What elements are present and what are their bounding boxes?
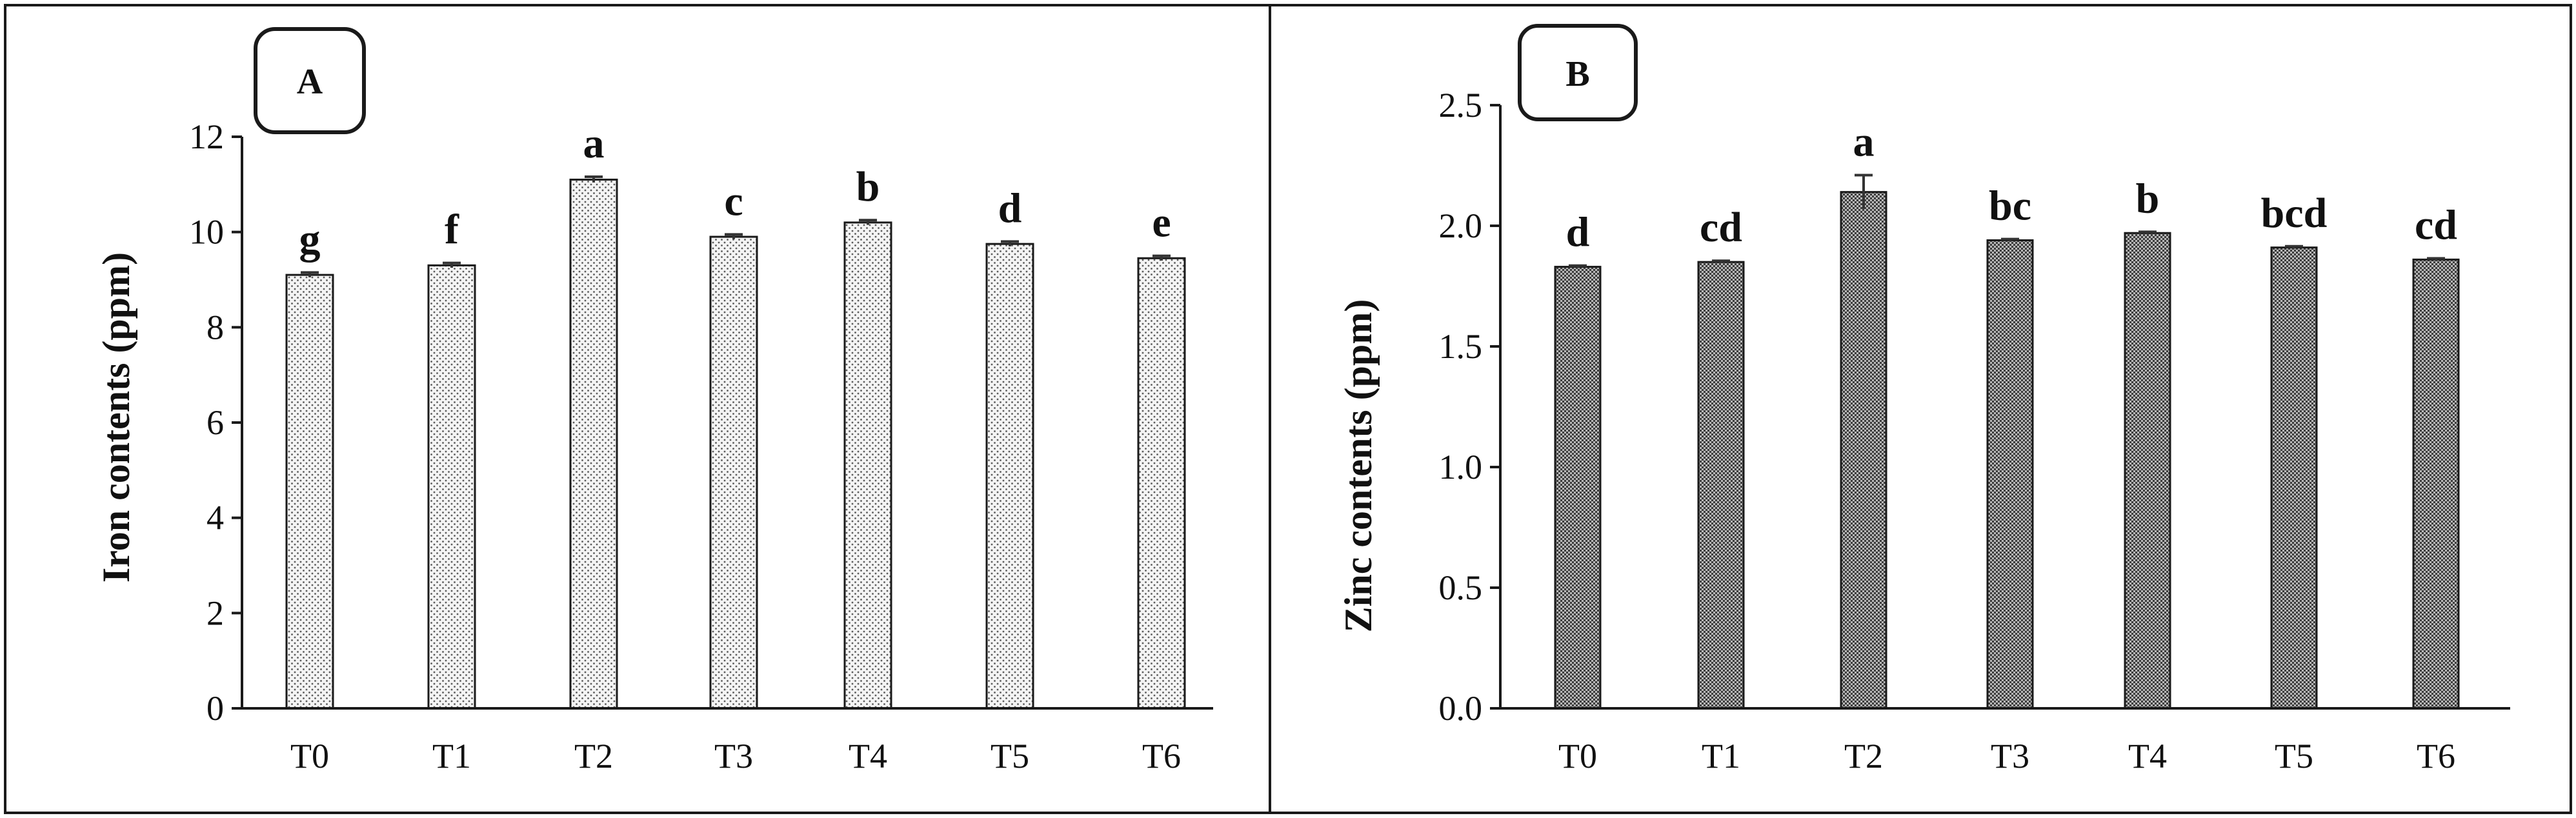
panel-b-bar-t4 [2124, 232, 2171, 710]
panel-b-significance-letter: a [1853, 118, 1875, 165]
panel-a-significance-letter: b [856, 163, 880, 210]
panel-b-x-tick-label: T3 [1991, 737, 2029, 775]
panel-a-y-tick-label: 10 [189, 213, 224, 252]
panel-a-y-tick-label: 2 [206, 594, 224, 632]
panel-a-bar-t0 [285, 274, 334, 710]
panel-a-significance-letter: a [583, 120, 605, 167]
panel-b-bar-t3 [1986, 239, 2034, 710]
panel-b-bar-t0 [1554, 266, 1602, 710]
panel-a-significance-letter: d [998, 185, 1022, 232]
figure-frame [4, 4, 2572, 814]
panel-b-y-tick-label: 0.5 [1439, 568, 1483, 607]
panel-b-bar-t6 [2412, 258, 2460, 710]
panel-a-bar-t6 [1137, 257, 1186, 710]
panel-b-x-tick-label: T5 [2275, 737, 2313, 775]
panel-b-x-tick-label: T6 [2417, 737, 2455, 775]
panel-b-y-tick-label: 2.5 [1439, 86, 1483, 125]
panel-a-y-tick-label: 4 [206, 499, 224, 537]
panel-a-bar-t5 [985, 243, 1034, 710]
panel-a-x-tick-label: T1 [432, 737, 471, 775]
panel-a-x-tick-label: T6 [1142, 737, 1181, 775]
panel-a-x-tick-label: T4 [849, 737, 887, 775]
panel-a-y-tick-label: 12 [189, 117, 224, 156]
panel-b-bar-t5 [2270, 246, 2318, 710]
panel-b-significance-letter: cd [2415, 201, 2457, 248]
panel-b-label-box [1518, 24, 1638, 121]
panel-a-bar-t4 [843, 221, 892, 710]
panel-a-x-tick-label: T2 [574, 737, 613, 775]
panel-b-y-tick-label: 1.0 [1439, 448, 1483, 486]
panel-b-y-tick-label: 0.0 [1439, 689, 1483, 728]
panel-b-significance-letter: bcd [2261, 190, 2328, 237]
panel-a-y-tick-label: 6 [206, 403, 224, 442]
panel-a-bar-t2 [569, 178, 618, 710]
panel-b-x-tick-label: T2 [1844, 737, 1883, 775]
panel-b-significance-letter: d [1566, 209, 1590, 256]
panel-b-y-axis-title: Zinc contents (ppm) [1337, 299, 1380, 633]
panel-b-significance-letter: cd [1700, 204, 1742, 251]
panel-a-y-tick-label: 8 [206, 308, 224, 346]
panel-a-y-tick-label: 0 [206, 689, 224, 728]
panel-b-y-tick-label: 2.0 [1439, 206, 1483, 245]
panel-b-x-tick-label: T0 [1558, 737, 1597, 775]
panel-a-label: A [297, 62, 323, 102]
panel-a-label-box [254, 27, 366, 134]
panel-a-significance-letter: g [299, 215, 321, 263]
panel-b-significance-letter: bc [1989, 183, 2031, 230]
panel-b-bar-t2 [1840, 191, 1887, 710]
panel-a-chart: A Iron contents (ppm) g T0 f T1 a T2 c T3 b T4 d T5… [95, 27, 1213, 775]
panel-b-chart: B Zinc contents (ppm) d T0 cd T1 a T2 bc T3 b T4 b… [1337, 24, 2510, 775]
panel-a-significance-letter: c [724, 177, 743, 224]
panel-b-y-tick-label: 1.5 [1439, 327, 1483, 366]
panel-a-y-axis-title: Iron contents (ppm) [95, 252, 137, 583]
panel-b-x-tick-label: T1 [1702, 737, 1740, 775]
panel-a-x-tick-label: T0 [290, 737, 329, 775]
panel-a-significance-letter: f [445, 206, 459, 254]
panel-b-label: B [1565, 54, 1589, 94]
panel-a-bar-t1 [427, 264, 476, 710]
panel-a-x-tick-label: T5 [991, 737, 1029, 775]
panel-b-significance-letter: b [2136, 175, 2160, 222]
panel-a-bar-t3 [709, 235, 758, 710]
panel-a-x-tick-label: T3 [714, 737, 753, 775]
panel-b-x-tick-label: T4 [2128, 737, 2167, 775]
panel-b-bar-t1 [1697, 261, 1745, 710]
panel-a-significance-letter: e [1152, 199, 1171, 246]
